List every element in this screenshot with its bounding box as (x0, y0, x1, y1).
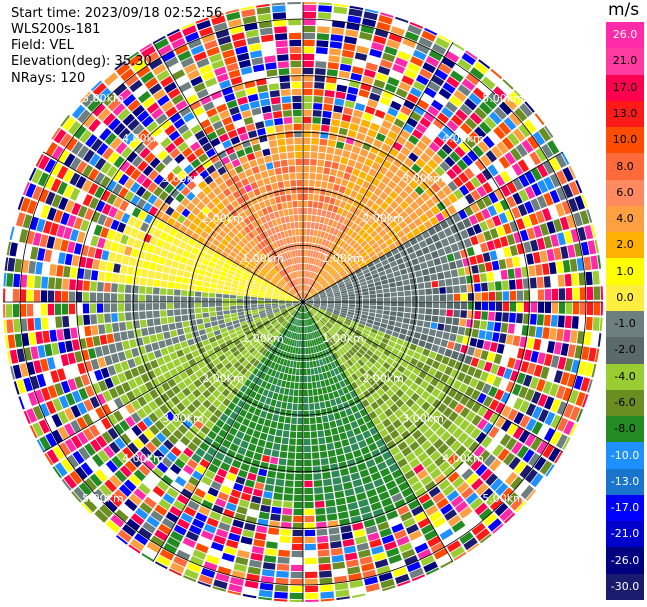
azimuth-spoke (42, 301, 304, 453)
colorbar-tick-label: 2.0 (616, 238, 634, 252)
range-labels: 1.00km 1.00km 1.00km 1.00km 2.00km 2.00km 2.00… (82, 92, 524, 505)
colorbar-swatch (606, 153, 644, 181)
azimuth-spoke (42, 151, 304, 303)
colorbar-tick-label: 1.0 (616, 264, 634, 278)
ppi-scan-display: 1.00km 1.00km 1.00km 1.00km 2.00km 2.00km 2.00… (2, 1, 604, 603)
colorbar-tick-label: 6.0 (616, 185, 634, 199)
range-label: 5.00km (82, 92, 124, 105)
azimuth-spoke (302, 151, 563, 303)
colorbar-tick-label: 17.0 (612, 80, 638, 94)
colorbar-swatch (606, 205, 644, 233)
colorbar-tick-label: 13.0 (612, 106, 638, 120)
range-label: 5.00km (482, 492, 524, 505)
colorbar-swatch (606, 74, 644, 102)
colorbar-tick-label: 10.0 (612, 133, 638, 147)
velocity-gate-group (6, 6, 601, 592)
colorbar-tick-label: 4.0 (616, 212, 634, 226)
colorbar-swatch (606, 494, 644, 522)
azimuth-spoke (152, 301, 304, 562)
colorbar-swatch (606, 179, 644, 207)
colorbar-tick-label: -30.0 (610, 579, 640, 593)
range-label: 4.00km (122, 132, 164, 145)
colorbar-unit: m/s (608, 0, 640, 20)
range-label: 1.00km (322, 252, 364, 265)
range-label: 1.00km (322, 332, 364, 345)
range-label: 4.00km (442, 132, 484, 145)
colorbar-tick-label: 0.0 (616, 290, 634, 304)
nrays-label: NRays: 120 (11, 71, 86, 86)
velocity-gate-group (260, 207, 346, 299)
colorbar-swatch (606, 389, 644, 417)
colorbar-swatch (606, 284, 644, 312)
colorbar-tick-label: -17.0 (610, 501, 640, 515)
velocity-gate-group (3, 8, 592, 593)
range-label: 4.00km (442, 452, 484, 465)
colorbar-tick-label: -1.0 (614, 317, 636, 331)
colorbar-swatch (606, 363, 644, 391)
colorbar-tick-label: -26.0 (610, 553, 640, 567)
range-label: 3.00km (162, 412, 204, 425)
range-label: 2.00km (202, 212, 244, 225)
velocity-gate-group (10, 2, 593, 579)
colorbar-tick-label: -10.0 (610, 448, 640, 462)
colorbar-swatch (606, 258, 644, 286)
elevation-label: Elevation(deg): 35.30 (11, 54, 152, 69)
colorbar-tick-label: -6.0 (614, 395, 636, 409)
colorbar-tick-label: -4.0 (614, 369, 636, 383)
colorbar-swatch (606, 468, 644, 496)
range-label: 1.00km (242, 252, 284, 265)
range-label: 2.00km (202, 372, 244, 385)
velocity-gate-group (19, 1, 578, 586)
colorbar-swatch (606, 311, 644, 338)
start-time-label: Start time: 2023/09/18 02:52:56 (11, 6, 223, 21)
colorbar-swatch (606, 442, 644, 470)
velocity-colorbar: 26.0 21.0 17.0 13.0 10.0 8.0 6.0 4.0 2.0 1.0 0.0 -1… (606, 22, 647, 601)
colorbar-swatch (606, 573, 644, 601)
range-label: 5.00km (482, 92, 524, 105)
colorbar-tick-label: -2.0 (614, 343, 636, 357)
azimuth-spoke (152, 41, 304, 303)
azimuth-spokes (3, 2, 603, 602)
colorbar-swatch (606, 48, 644, 76)
range-label: 5.00km (82, 492, 124, 505)
colorbar-tick-label: 8.0 (616, 159, 634, 173)
range-label: 3.00km (402, 172, 444, 185)
colorbar-tick-label: 21.0 (612, 54, 638, 68)
instrument-label: WLS200s-181 (11, 22, 101, 37)
field-label: Field: VEL (11, 38, 74, 53)
colorbar-swatch (606, 521, 644, 548)
colorbar-swatch (606, 22, 644, 49)
range-label: 4.00km (122, 452, 164, 465)
range-label: 1.00km (242, 332, 284, 345)
range-label: 3.00km (162, 172, 204, 185)
azimuth-spoke (302, 301, 563, 453)
colorbar-swatch (606, 100, 644, 128)
azimuth-spoke (302, 301, 454, 562)
range-label: 3.00km (402, 412, 444, 425)
range-label: 2.00km (362, 212, 404, 225)
azimuth-spoke (302, 41, 454, 303)
colorbar-tick-label: -13.0 (610, 474, 640, 488)
colorbar-tick-label: -21.0 (610, 527, 640, 541)
colorbar-swatch (606, 416, 644, 443)
colorbar-tick-label: -8.0 (614, 422, 636, 436)
colorbar-tick-label: 26.0 (612, 28, 638, 42)
range-label: 2.00km (362, 372, 404, 385)
colorbar-swatch (606, 127, 644, 154)
colorbar-swatch (606, 232, 644, 259)
colorbar-swatch (606, 547, 644, 575)
colorbar-swatch (606, 337, 644, 365)
